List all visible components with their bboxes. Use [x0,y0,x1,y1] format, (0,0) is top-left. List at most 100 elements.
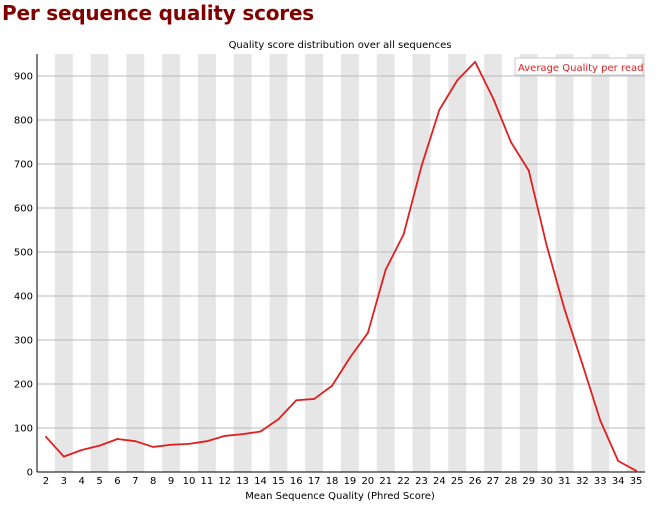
data-point [134,440,137,443]
band-23 [412,54,431,472]
y-tick-label: 900 [14,72,33,83]
legend: Average Quality per read [514,57,644,76]
x-tick-label: 4 [79,476,85,487]
chart-title: Quality score distribution over all sequ… [229,40,452,51]
data-point [80,449,83,451]
series-layer [45,61,637,472]
x-tick-label: 29 [522,476,535,487]
y-tick-label: 0 [27,468,33,479]
legend-box [514,57,644,76]
data-point [349,356,351,359]
axes [36,54,645,473]
x-tick-label: 31 [558,476,571,487]
x-tick-label: 12 [218,476,231,487]
data-point [45,435,47,438]
data-point [456,79,459,82]
x-tick-label: 35 [630,476,643,487]
data-point [617,460,620,462]
data-point [599,419,602,422]
data-point [366,332,369,334]
band-21 [376,54,395,472]
x-tick-label: 6 [114,476,120,487]
band-19 [341,54,359,472]
y-tick-label: 100 [14,424,33,435]
y-tick-label: 700 [14,160,33,171]
band-15 [269,54,288,472]
band-5 [90,54,109,472]
data-point [438,108,441,111]
data-point [62,455,65,458]
gridlines [37,75,645,429]
y-tick-label: 400 [14,292,33,303]
x-tick-label: 22 [397,476,410,487]
data-point [313,398,316,400]
data-point [277,418,280,421]
x-tick-label: 28 [505,476,518,487]
data-point [581,363,584,366]
y-tick-label: 800 [14,116,33,127]
x-tick-label: 33 [594,476,607,487]
band-13 [233,54,252,472]
data-point [116,438,119,440]
y-tick-labels: 0 100 200 300 400 500 600 700 800 900 [14,72,33,479]
x-tick-label: 16 [290,476,303,487]
data-point [635,469,637,472]
band-9 [162,54,181,472]
data-point [98,444,101,447]
x-tick-label: 21 [379,476,392,487]
band-25 [448,54,467,472]
data-point [241,433,244,436]
data-point [331,384,333,387]
data-point [295,399,298,402]
x-tick-label: 27 [487,476,500,487]
x-tick-label: 3 [61,476,67,487]
legend-entry: Average Quality per read [518,63,643,74]
x-tick-label: 23 [415,476,428,487]
x-tick-label: 30 [540,476,553,487]
page-title: Per sequence quality scores [2,1,315,25]
x-tick-label: 11 [201,476,214,487]
x-tick-label: 5 [96,476,102,487]
data-point [384,268,387,271]
data-point [152,446,155,448]
band-35 [627,54,645,472]
band-33 [591,54,610,472]
x-tick-labels: 2 3 4 5 6 7 8 9 10 11 12 13 14 15 16 17 18 19 20 21 22 23 24 25… [43,476,643,487]
x-tick-label: 14 [254,476,267,487]
data-point [563,308,566,311]
x-tick-label: 2 [43,476,49,487]
data-point [170,443,173,446]
x-tick-label: 17 [308,476,321,487]
data-point [492,97,494,99]
x-tick-label: 25 [451,476,464,487]
y-tick-label: 200 [14,380,33,391]
data-point [545,244,548,247]
data-point [527,169,530,172]
x-tick-label: 24 [433,476,446,487]
x-tick-label: 18 [326,476,339,487]
data-point [474,61,477,63]
y-tick-label: 500 [14,248,33,259]
x-tick-label: 26 [469,476,482,487]
data-point [188,442,190,445]
x-tick-label: 15 [272,476,285,487]
x-tick-label: 8 [150,476,156,487]
alternating-bands [54,54,645,472]
data-point [509,141,512,143]
y-tick-label: 600 [14,204,33,215]
data-point [402,233,405,236]
band-29 [519,54,538,472]
y-tick-label: 300 [14,336,33,347]
series-line-0 [45,61,637,472]
band-7 [126,54,145,472]
data-point [259,430,262,433]
x-tick-label: 32 [576,476,589,487]
x-tick-label: 13 [236,476,249,487]
data-point [420,165,423,168]
x-tick-label: 34 [612,476,625,487]
data-point [205,440,208,443]
x-tick-label: 9 [168,476,174,487]
band-27 [484,54,502,472]
band-17 [305,54,324,472]
